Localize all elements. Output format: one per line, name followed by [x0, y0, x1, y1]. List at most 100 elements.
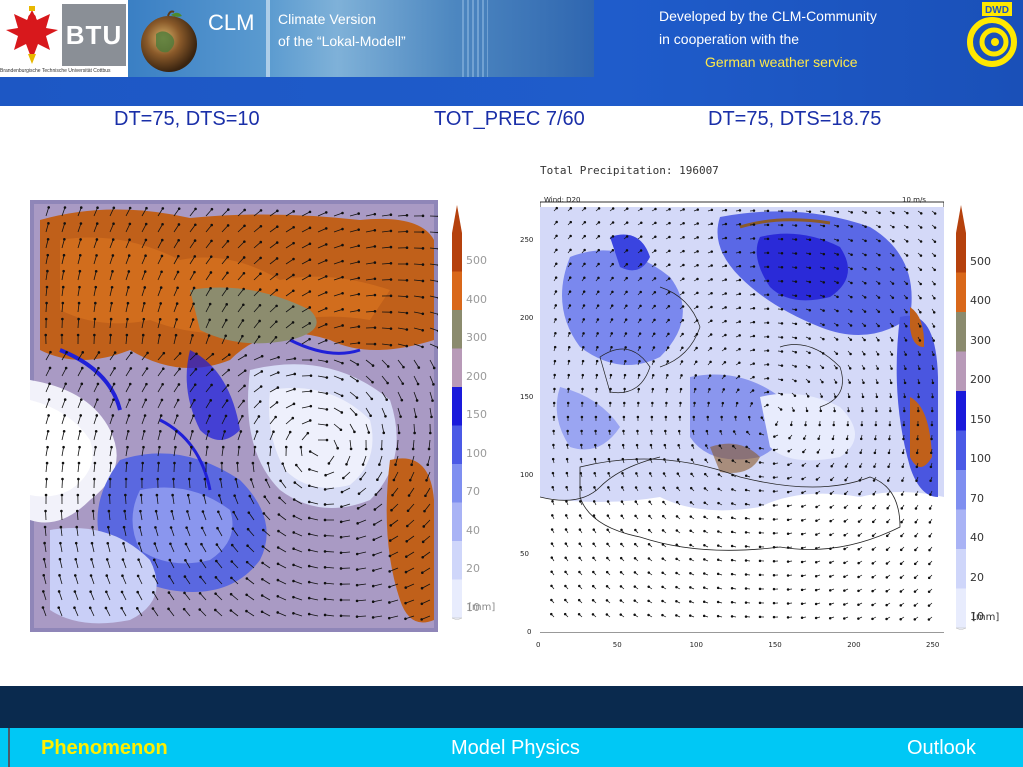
wind-arrow-head — [105, 590, 108, 594]
wind-arrow-head — [342, 476, 345, 480]
wind-arrow — [285, 373, 295, 377]
wind-arrow-head — [112, 382, 116, 386]
wind-arrow-head — [417, 366, 421, 369]
wind-arrow — [189, 415, 194, 425]
wind-arrow — [333, 308, 343, 313]
wind-arrow-head — [110, 429, 114, 433]
nav-outlook[interactable]: Outlook — [907, 737, 976, 759]
wind-arrow — [173, 240, 180, 249]
nav-model-physics[interactable]: Model Physics — [451, 737, 580, 759]
wind-arrow — [357, 519, 367, 524]
wind-arrow — [173, 287, 178, 297]
x-tick-label: 200 — [847, 641, 861, 649]
wind-arrow-head — [625, 290, 628, 294]
wind-arrow-head — [703, 487, 707, 490]
wind-arrow-head — [899, 548, 903, 552]
wind-arrow-head — [62, 445, 65, 449]
wind-arrow-head — [752, 237, 756, 240]
wind-arrow — [109, 447, 112, 457]
wind-arrow-head — [831, 437, 835, 441]
wind-arrow-head — [160, 238, 164, 242]
wind-arrow-head — [913, 576, 917, 579]
wind-arrow-head — [323, 597, 327, 601]
wind-arrow-head — [689, 572, 692, 575]
wind-arrow-head — [223, 430, 226, 433]
wind-arrow-head — [159, 414, 163, 417]
wind-arrow-head — [653, 277, 657, 280]
wind-arrow-head — [421, 571, 424, 575]
wind-arrow — [374, 519, 383, 525]
wind-arrow-head — [772, 532, 776, 535]
wind-arrow-head — [758, 615, 762, 619]
wind-arrow-head — [176, 286, 179, 290]
wind-arrow-head — [177, 383, 181, 386]
wind-arrow-head — [752, 334, 756, 338]
wind-arrow — [136, 608, 143, 617]
wind-arrow-head — [717, 487, 720, 491]
wind-arrow-head — [786, 504, 790, 508]
wind-arrow-head — [653, 249, 657, 252]
wind-arrow-head — [752, 223, 756, 226]
wind-arrow-head — [307, 516, 311, 520]
wind-arrow — [253, 273, 261, 281]
wind-arrow-head — [325, 438, 329, 442]
wind-arrow — [378, 455, 383, 465]
wind-arrow-head — [555, 262, 558, 265]
wind-arrow-head — [675, 543, 678, 546]
wind-arrow-head — [846, 423, 850, 427]
wind-arrow-head — [325, 360, 329, 363]
wind-arrow — [45, 271, 48, 281]
nav-phenomenon[interactable]: Phenomenon — [41, 737, 168, 759]
wind-arrow — [76, 527, 79, 537]
variable-label: TOT_PREC 7/60 — [434, 108, 585, 130]
wind-arrow — [333, 407, 343, 413]
wind-arrow-head — [864, 253, 867, 257]
wind-arrow-head — [251, 461, 255, 465]
wind-arrow-head — [723, 361, 727, 364]
wind-arrow-head — [876, 381, 879, 385]
wind-arrow-head — [892, 239, 895, 243]
wind-arrow-head — [258, 400, 262, 403]
wind-arrow-head — [808, 266, 812, 270]
wind-arrow-head — [732, 430, 736, 433]
wind-arrow — [157, 399, 163, 409]
wind-arrow — [93, 352, 100, 361]
wind-arrow-head — [388, 570, 391, 573]
wind-arrow-head — [239, 430, 243, 433]
wind-arrow-head — [564, 514, 568, 517]
wind-arrow-head — [372, 538, 376, 542]
plot-title: Total Precipitation: 196007 — [540, 164, 719, 177]
wind-arrow — [405, 583, 415, 588]
wind-arrow-head — [307, 564, 311, 568]
wind-arrow — [333, 359, 343, 364]
wind-arrow-head — [581, 373, 585, 377]
wind-arrow-head — [843, 575, 846, 579]
wind-arrow-head — [653, 304, 656, 308]
wind-arrow-head — [605, 585, 609, 588]
wind-arrow-head — [255, 430, 259, 433]
wind-arrow-head — [94, 445, 97, 449]
wind-arrow-head — [808, 280, 812, 284]
wind-arrow — [426, 471, 431, 481]
wind-arrow-head — [800, 588, 804, 592]
wind-arrow-head — [620, 542, 623, 546]
wind-arrow-head — [696, 208, 700, 211]
wind-arrow-head — [245, 560, 249, 564]
wind-arrow-head — [821, 366, 825, 370]
wind-arrow-head — [45, 461, 49, 465]
wind-arrow-head — [169, 526, 173, 529]
wind-arrow-head — [647, 613, 650, 617]
wind-arrow-head — [258, 288, 262, 291]
wind-arrow — [253, 304, 261, 313]
wind-arrow-head — [276, 578, 280, 582]
wind-arrow-head — [41, 606, 45, 609]
wind-arrow — [221, 415, 227, 425]
wind-arrow — [397, 214, 408, 217]
wind-arrow-head — [355, 568, 359, 571]
wind-arrow-head — [308, 274, 312, 277]
wind-arrow — [237, 462, 239, 473]
wind-arrow-head — [120, 606, 123, 610]
wind-arrow — [109, 287, 113, 297]
wind-arrow — [253, 225, 262, 233]
colorbar-level-label: 300 — [466, 331, 487, 345]
